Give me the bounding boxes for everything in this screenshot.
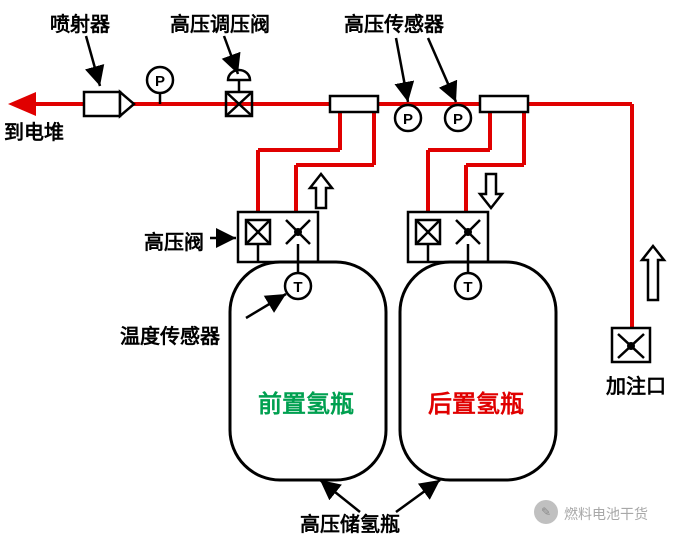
filter-1 xyxy=(330,96,378,112)
lbl-injector: 喷射器 xyxy=(50,8,110,37)
lbl-front-tank: 前置氢瓶 xyxy=(258,384,354,419)
lbl-hp-reg: 高压调压阀 xyxy=(170,8,270,37)
p-gauge-1: P xyxy=(147,67,173,104)
tank-1-neck xyxy=(238,212,318,262)
filter-2 xyxy=(480,96,528,112)
lbl-rear-tank: 后置氢瓶 xyxy=(428,384,524,419)
injector xyxy=(84,92,134,116)
fill-port xyxy=(612,328,650,362)
lbl-temp-sensor: 温度传感器 xyxy=(120,320,220,349)
hp-regulator-valve xyxy=(226,70,252,116)
watermark-text: 燃料电池干货 xyxy=(564,504,648,524)
svg-text:P: P xyxy=(453,111,463,128)
lbl-hp-tank: 高压储氢瓶 xyxy=(300,508,400,537)
p-gauge-3: P xyxy=(445,104,471,131)
lbl-hp-sensor: 高压传感器 xyxy=(344,8,444,37)
tank-2-neck xyxy=(408,212,488,262)
svg-text:P: P xyxy=(155,73,165,90)
lbl-hp-valve: 高压阀 xyxy=(144,226,204,255)
watermark-icon: ✎ xyxy=(534,500,558,524)
p-gauge-2: P xyxy=(395,104,421,131)
lbl-fill-port: 加注口 xyxy=(606,370,666,399)
svg-text:T: T xyxy=(293,279,302,296)
svg-text:T: T xyxy=(463,279,472,296)
lbl-to-stack: 到电堆 xyxy=(4,116,64,145)
svg-text:P: P xyxy=(403,111,413,128)
